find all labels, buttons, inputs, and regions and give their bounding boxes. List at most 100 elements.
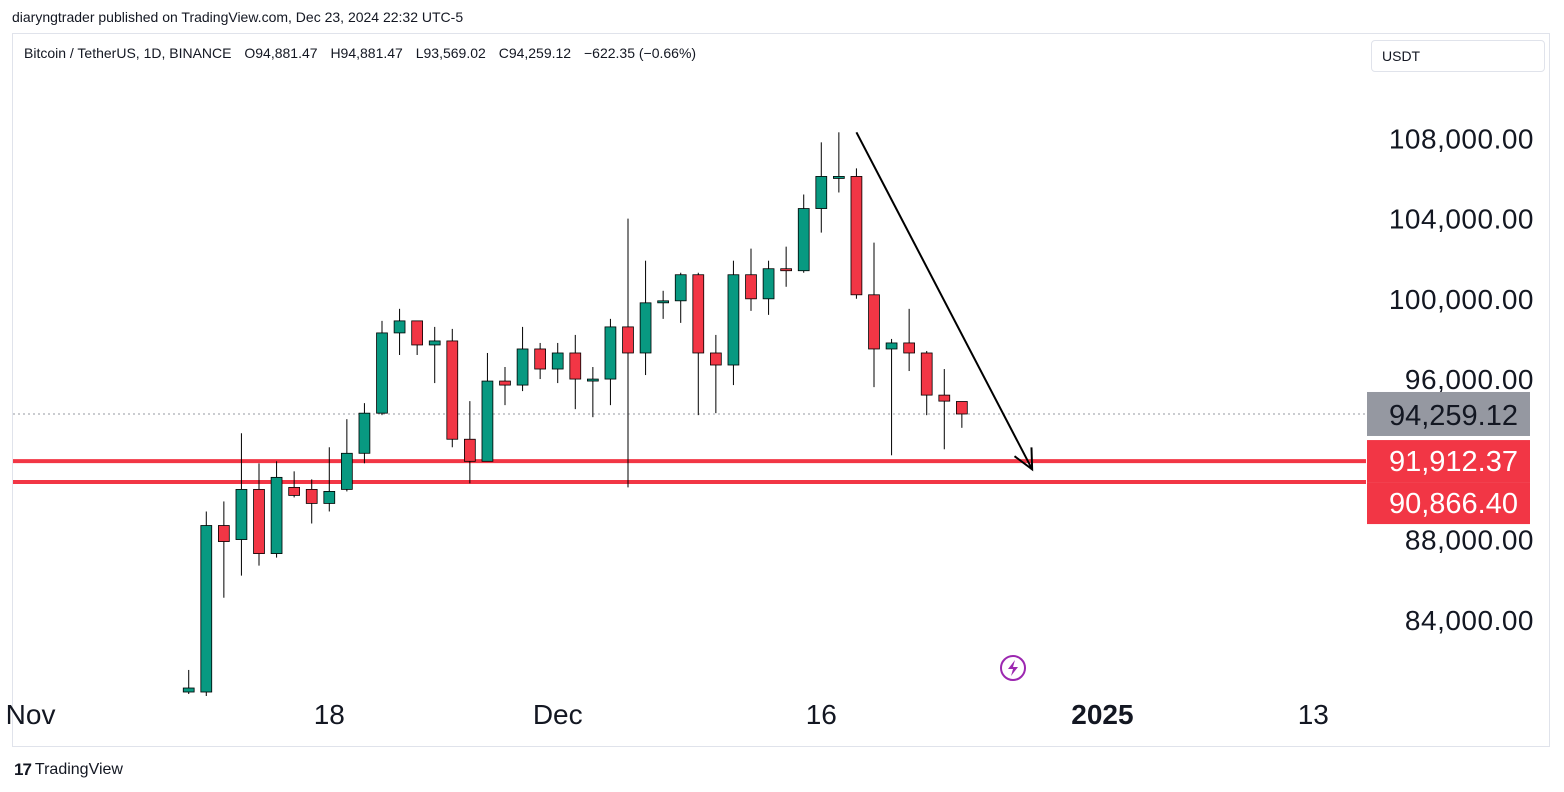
candle-body [481, 380, 494, 462]
candle-body [920, 352, 933, 396]
candle-body [762, 268, 775, 300]
time-axis-label: 18 [314, 699, 345, 730]
candle-body [850, 176, 863, 296]
candle-body [516, 348, 529, 386]
candle [797, 194, 810, 273]
candle-body [446, 340, 459, 440]
currency-selector[interactable]: USDT [1371, 40, 1545, 72]
candle [569, 334, 582, 410]
lightning-bolt-icon[interactable] [1000, 655, 1026, 681]
open-value: O94,881.47 [244, 45, 318, 61]
candle-body [815, 176, 828, 209]
price-axis-label: 104,000.00 [1389, 204, 1534, 235]
candle-body [745, 274, 757, 300]
candle [481, 352, 494, 462]
level-price-tag-2: 90,866.40 [1367, 482, 1530, 525]
candle-body [428, 340, 441, 346]
level-price-tag-1: 91,912.37 [1367, 440, 1530, 483]
arrow-annotation-layer [855, 131, 1034, 472]
candle [411, 320, 423, 355]
candle [920, 350, 933, 416]
candle [182, 669, 195, 695]
candle-body [885, 342, 898, 350]
candle-body [727, 274, 740, 366]
candle-body [235, 488, 248, 540]
candle [833, 132, 845, 193]
price-axis-label: 100,000.00 [1389, 284, 1534, 315]
symbol-title[interactable]: Bitcoin / TetherUS, 1D, BINANCE [24, 45, 232, 61]
candle-body [411, 320, 423, 346]
candle-body [551, 352, 564, 370]
candle [956, 401, 968, 428]
time-axis-label: Dec [533, 699, 583, 730]
candle [604, 318, 617, 406]
candle-body [358, 412, 371, 454]
candle-body [305, 488, 318, 504]
candle-body [534, 348, 546, 370]
time-axis-label: 13 [1298, 699, 1329, 730]
candle [499, 367, 511, 406]
candle [341, 419, 353, 492]
candle-body [464, 438, 476, 462]
candle-body [780, 268, 792, 272]
candle [288, 471, 300, 498]
candle [587, 367, 599, 418]
published-line: diaryngtrader published on TradingView.c… [12, 9, 464, 25]
brand-name: TradingView [34, 761, 123, 778]
candle-body [218, 525, 230, 542]
candle-body [253, 488, 265, 554]
candle [674, 272, 687, 323]
candle [815, 142, 828, 233]
candle-body [797, 208, 810, 272]
candle [657, 290, 669, 319]
ohlc-legend: Bitcoin / TetherUS, 1D, BINANCE O94,881.… [24, 45, 705, 61]
candle-body [499, 380, 511, 386]
candle [376, 320, 388, 416]
level-price-tag-label: 91,912.37 [1389, 446, 1518, 478]
candle [885, 338, 898, 456]
candle [903, 308, 915, 372]
candle-body [674, 274, 687, 302]
candle [745, 248, 757, 311]
candles-layer [182, 132, 968, 697]
time-axis: Nov 18 Dec 16 2025 13 [6, 699, 1329, 730]
candle [516, 326, 529, 392]
candle [218, 501, 230, 598]
candle [446, 328, 459, 448]
price-axis-label: 108,000.00 [1389, 123, 1534, 154]
candle-body [393, 320, 406, 334]
level-price-tag-bg [1367, 482, 1530, 525]
low-value: L93,569.02 [415, 45, 486, 61]
trend-arrow-line [855, 131, 1034, 470]
candle [938, 369, 951, 450]
level-price-tag-label: 90,866.40 [1389, 488, 1518, 520]
tradingview-brand[interactable]: 17 TradingView [14, 760, 123, 780]
candle-body [710, 352, 722, 366]
candle-body [341, 452, 353, 490]
time-axis-label: 2025 [1071, 699, 1133, 730]
candle [639, 260, 652, 376]
candle [534, 342, 546, 380]
candle-body [323, 491, 336, 504]
candle-body [288, 486, 300, 496]
candle [622, 218, 634, 488]
close-value: C94,259.12 [498, 45, 572, 61]
candle-body [182, 687, 195, 693]
candle-body [200, 525, 213, 693]
candle [868, 242, 880, 388]
tradingview-logo-icon: 17 [14, 760, 32, 779]
candle-body [622, 326, 634, 354]
chart-frame [12, 33, 1550, 747]
change-value: −622.35 (−0.66%) [584, 45, 697, 61]
candle [358, 403, 371, 464]
candle-body [604, 326, 617, 380]
candle-body [639, 302, 652, 354]
candle [323, 447, 336, 512]
candle-body [569, 352, 582, 380]
candle-body [938, 394, 951, 402]
time-axis-label: 16 [806, 699, 837, 730]
price-axis-label: 96,000.00 [1405, 364, 1534, 395]
candle-body [692, 274, 705, 354]
candle-body [833, 176, 845, 179]
